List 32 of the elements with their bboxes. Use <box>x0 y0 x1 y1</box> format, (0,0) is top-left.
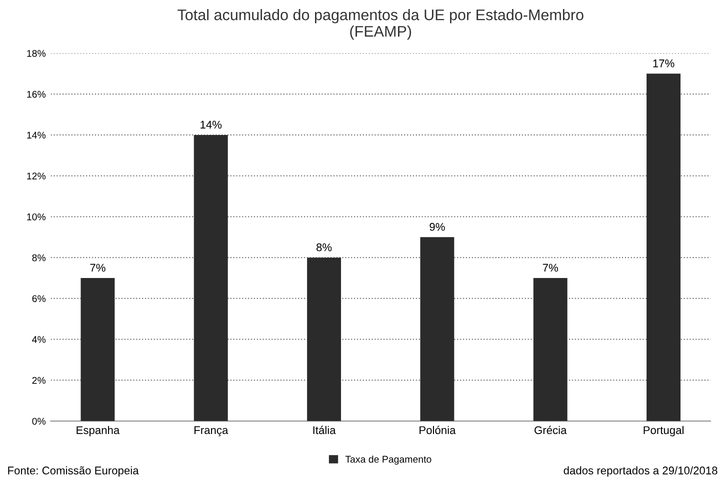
bar <box>194 134 228 422</box>
y-tick-label: 0% <box>32 418 46 425</box>
legend-label: Taxa de Pagamento <box>345 456 432 465</box>
bar <box>646 74 681 422</box>
x-tick-label: Polónia <box>420 426 456 434</box>
y-tick-label: 2% <box>32 376 46 384</box>
chart-title: Total acumulado do pagamentos da UE por Estado-Membro (FEAMP) <box>178 9 584 40</box>
data-label: 9% <box>430 222 445 231</box>
data-label: 14% <box>200 120 222 129</box>
y-tick-label: 4% <box>32 336 46 343</box>
y-tick-label: 14% <box>27 132 46 139</box>
x-tick-label: Itália <box>313 426 336 434</box>
y-tick-label: 8% <box>32 254 46 262</box>
x-tick-label: Espanha <box>76 426 120 436</box>
y-tick-label: 12% <box>27 172 46 180</box>
text: dados reportados a 29/10/2018 <box>564 466 718 477</box>
y-tick-label: 10% <box>27 213 46 220</box>
data-label: 17% <box>653 59 674 68</box>
y-tick-label: 6% <box>32 295 46 302</box>
data-label: 7% <box>90 264 106 272</box>
data-label: 8% <box>316 243 332 252</box>
x-tick-label: Portugal <box>644 426 684 436</box>
bar <box>533 278 568 422</box>
y-tick-label: 18% <box>27 50 46 57</box>
y-tick-label: 16% <box>27 90 46 98</box>
bar <box>307 258 342 422</box>
data-label: 7% <box>542 264 558 272</box>
bar <box>80 278 115 422</box>
x-tick-label: França <box>194 426 228 436</box>
bar <box>420 237 454 422</box>
x-tick-label: Grécia <box>534 426 567 434</box>
source-note: Fonte: Comissão Europeia <box>8 466 139 477</box>
